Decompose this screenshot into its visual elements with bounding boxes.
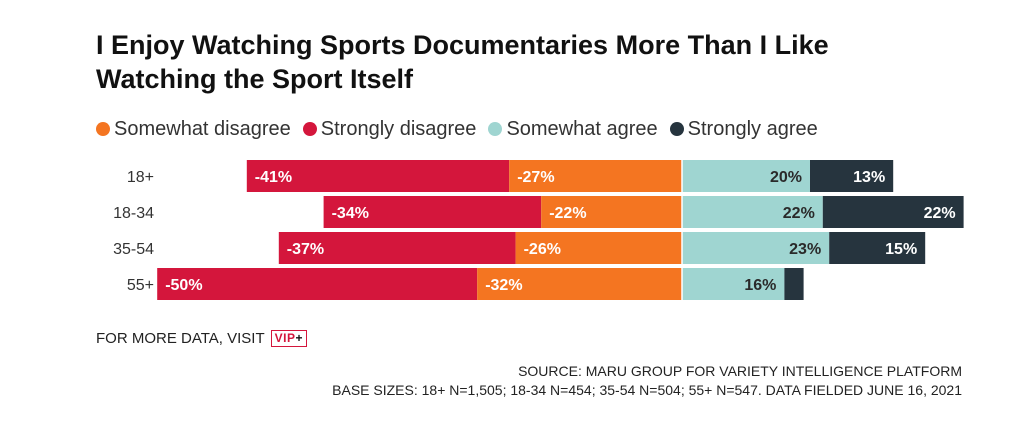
data-label: -26% bbox=[524, 241, 561, 258]
data-label: -41% bbox=[255, 169, 292, 186]
data-label: -34% bbox=[332, 205, 369, 222]
data-label: 23% bbox=[789, 241, 821, 258]
bar-somewhat-agree bbox=[682, 196, 823, 228]
legend-label: Somewhat disagree bbox=[114, 117, 291, 140]
bar-somewhat-disagree bbox=[515, 232, 682, 264]
legend: Somewhat disagree Strongly disagree Some… bbox=[96, 116, 830, 142]
data-label: -22% bbox=[549, 205, 586, 222]
bar-strongly-disagree bbox=[157, 268, 478, 300]
legend-swatch bbox=[669, 122, 684, 136]
data-label: -32% bbox=[485, 277, 522, 294]
legend-item-somewhat-disagree: Somewhat disagree bbox=[96, 118, 291, 141]
source-text: SOURCE: MARU GROUP FOR VARIETY INTELLIGE… bbox=[518, 363, 962, 379]
data-label: 20% bbox=[770, 169, 802, 186]
bar-somewhat-agree bbox=[682, 232, 830, 264]
legend-item-strongly-agree: Strongly agree bbox=[669, 117, 818, 141]
bar-somewhat-disagree bbox=[477, 268, 682, 300]
data-label: -27% bbox=[517, 169, 554, 186]
bar-somewhat-agree bbox=[682, 160, 810, 192]
bar-somewhat-disagree bbox=[509, 160, 682, 192]
bar-strongly-disagree bbox=[278, 232, 516, 264]
data-label: 16% bbox=[744, 277, 776, 294]
legend-label: Strongly disagree bbox=[320, 117, 477, 140]
bar-strongly-agree bbox=[810, 160, 894, 192]
category-label: 35-54 bbox=[113, 241, 154, 258]
data-label: 15% bbox=[885, 241, 917, 258]
bar-strongly-agree bbox=[784, 268, 804, 300]
bar-somewhat-disagree bbox=[541, 196, 682, 228]
vip-plus-logo[interactable]: VIP+ bbox=[270, 330, 307, 347]
more-data-note: FOR MORE DATA, VISIT VIP+ bbox=[96, 330, 307, 347]
bar-strongly-disagree bbox=[246, 160, 510, 192]
category-label: 55+ bbox=[127, 277, 154, 294]
bar-strongly-disagree bbox=[323, 196, 542, 228]
legend-label: Somewhat agree bbox=[506, 117, 658, 140]
base-sizes-text: BASE SIZES: 18+ N=1,505; 18-34 N=454; 35… bbox=[332, 382, 962, 398]
bar-somewhat-agree bbox=[682, 268, 785, 300]
legend-item-somewhat-agree: Somewhat agree bbox=[488, 117, 658, 141]
legend-item-strongly-disagree: Strongly disagree bbox=[302, 117, 477, 141]
data-label: 13% bbox=[853, 169, 885, 186]
data-label: -37% bbox=[287, 241, 324, 258]
more-data-text: FOR MORE DATA, VISIT bbox=[96, 330, 265, 347]
diverging-bar-chart: 18+ -41% -27% 20% 13% 18-34 -34% -22% 22% 22% 35-5… bbox=[113, 160, 964, 300]
data-label: -50% bbox=[165, 277, 202, 294]
category-label: 18-34 bbox=[113, 205, 154, 222]
legend-swatch bbox=[302, 122, 317, 136]
legend-label: Strongly agree bbox=[687, 117, 818, 140]
bar-strongly-agree bbox=[829, 232, 926, 264]
chart-title: I Enjoy Watching Sports Documentaries Mo… bbox=[96, 30, 829, 94]
data-label: 22% bbox=[783, 205, 815, 222]
data-label: 22% bbox=[924, 205, 956, 222]
category-label: 18+ bbox=[127, 169, 154, 186]
legend-swatch bbox=[488, 122, 503, 136]
bar-strongly-agree bbox=[822, 196, 964, 228]
source-note: SOURCE: MARU GROUP FOR VARIETY INTELLIGE… bbox=[332, 362, 962, 400]
legend-swatch bbox=[96, 122, 110, 136]
